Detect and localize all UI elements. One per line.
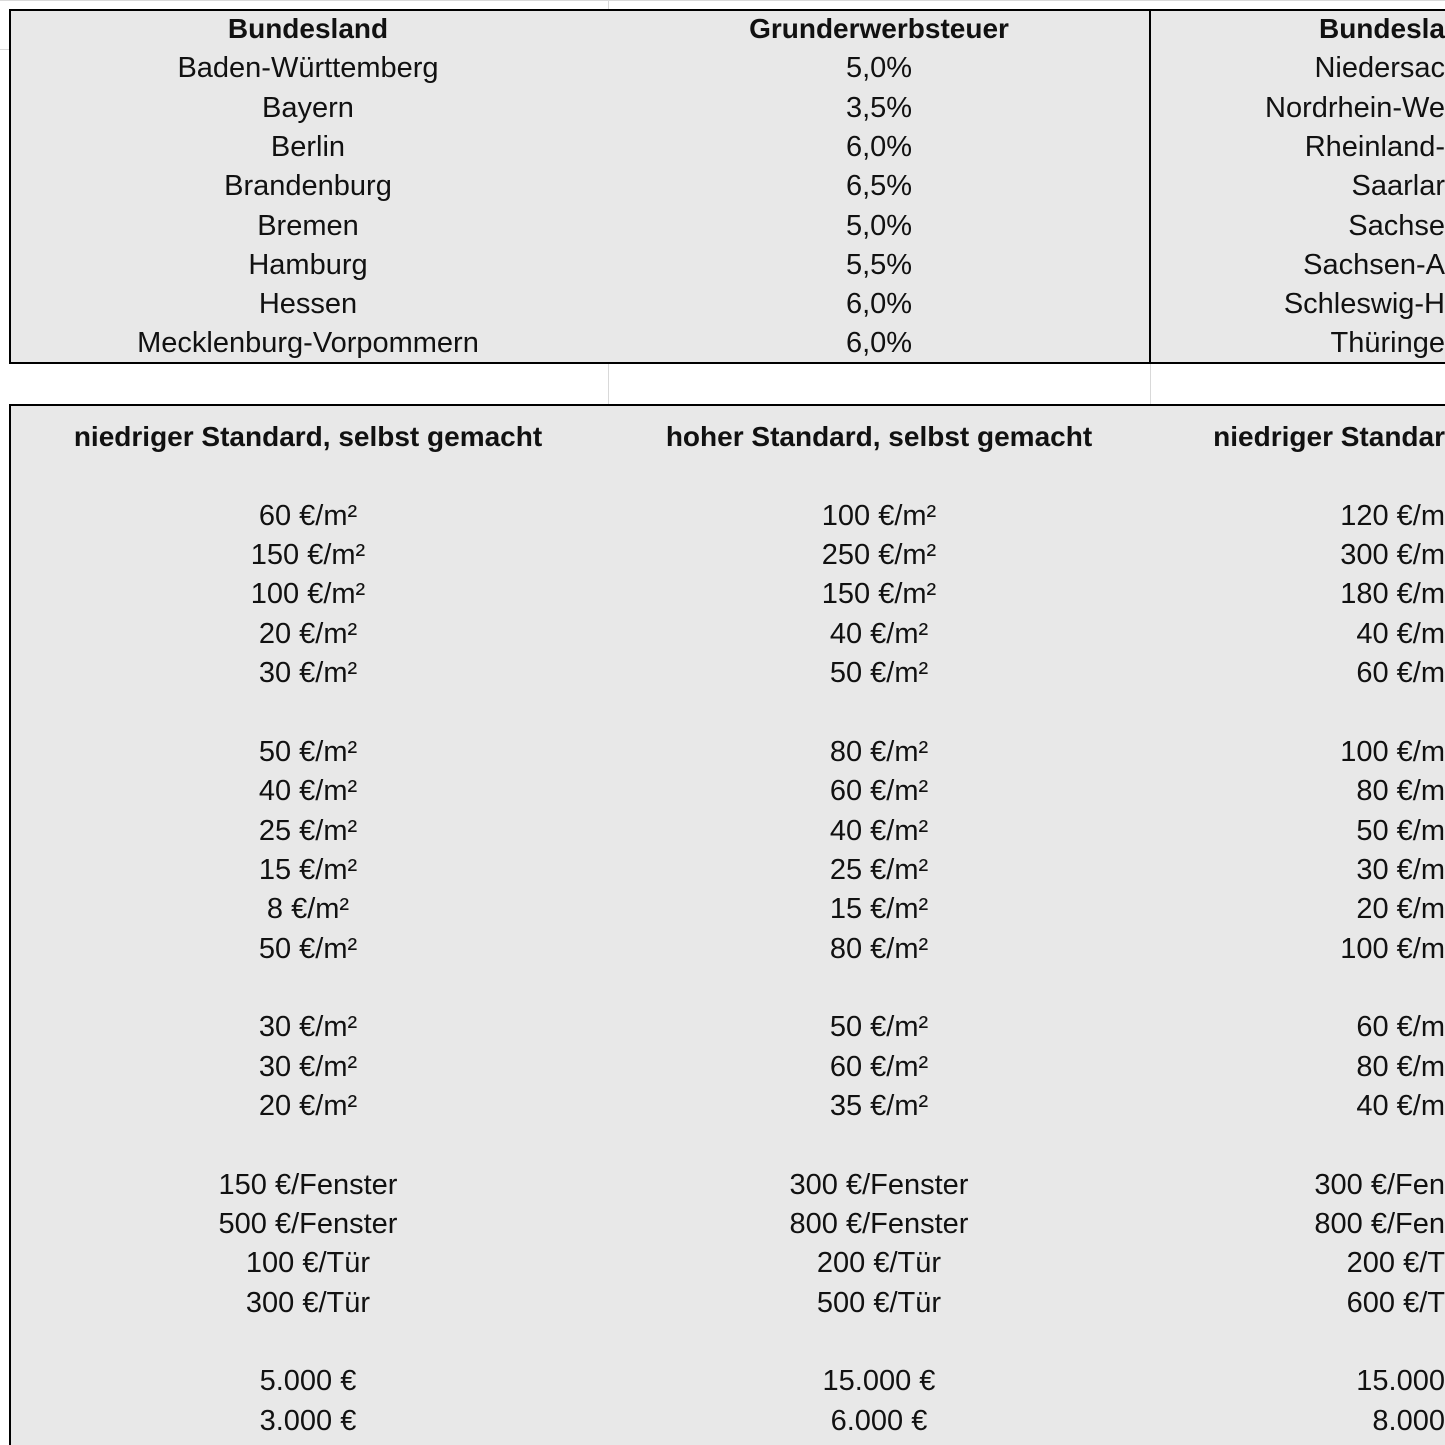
cell: 5,5% (845, 248, 913, 281)
cell: 200 €/T (1346, 1247, 1445, 1280)
cell: 300 €/Fenster (789, 1168, 969, 1201)
cell: Baden-Württemberg (177, 52, 439, 85)
cell: 6,0% (845, 288, 913, 321)
cell: 500 €/Tür (816, 1286, 942, 1319)
cell: 250 €/m² (821, 539, 937, 572)
cost-table (9, 404, 1445, 1445)
cell: 50 €/m² (258, 932, 358, 965)
column-divider (1149, 9, 1151, 364)
cell: 80 €/m² (829, 735, 929, 768)
cell: 60 €/m² (829, 775, 929, 808)
header-cell: Bundesla (1318, 13, 1445, 44)
cell: 50 €/m² (829, 657, 929, 690)
cell: 5.000 € (259, 1365, 357, 1398)
cell: 15.000 € (822, 1365, 936, 1398)
cell: 100 €/m² (821, 499, 937, 532)
cell: 120 €/m (1340, 499, 1445, 532)
cell: 60 €/m² (829, 1050, 929, 1083)
cell: 500 €/Fenster (218, 1208, 398, 1240)
cell: Schleswig-H (1283, 288, 1445, 321)
cell: 200 €/Tür (816, 1247, 942, 1280)
cell: 15 €/m² (258, 853, 358, 886)
cell: 60 €/m (1356, 657, 1445, 690)
cell: 6,0% (845, 327, 913, 360)
cell: 6,0% (845, 130, 913, 163)
cell: 300 €/Fen (1314, 1168, 1445, 1201)
cell: Sachsen-A (1303, 248, 1445, 281)
header-cell: hoher Standard, selbst gemacht (665, 421, 1093, 452)
cell: Hessen (258, 288, 358, 321)
cell: 150 €/m² (250, 539, 366, 572)
cell: 40 €/m² (258, 775, 358, 808)
cell: Hamburg (248, 248, 368, 281)
cell: 80 €/m (1356, 1050, 1445, 1083)
cell: Sachse (1348, 209, 1445, 242)
cell: 20 €/m² (258, 1089, 358, 1122)
cell: Bremen (257, 209, 359, 242)
cell: 15 €/m² (829, 893, 929, 926)
cell: 60 €/m (1356, 1011, 1445, 1044)
cell: Thüringe (1330, 327, 1445, 360)
cell: 150 €/m² (821, 578, 937, 611)
cell: Mecklenburg-Vorpommern (137, 327, 479, 360)
header-cell: Bundesland (227, 13, 389, 44)
cell: 40 €/m² (829, 814, 929, 847)
cell: 5,0% (845, 52, 913, 85)
grid-line (0, 49, 9, 50)
cell: Bayern (262, 91, 354, 124)
cell: 3.000 € (259, 1404, 357, 1437)
cell: 20 €/m (1356, 893, 1445, 926)
tax-table (9, 9, 1445, 364)
cell: 8.000 (1372, 1404, 1445, 1437)
cell: Berlin (270, 130, 346, 163)
grid-line (0, 0, 1445, 1)
cell: 300 €/m (1340, 539, 1445, 572)
cell: 50 €/m² (258, 735, 358, 768)
cell: 8 €/m² (266, 893, 350, 926)
cell: 80 €/m² (829, 932, 929, 965)
cell: 100 €/Tür (245, 1247, 371, 1280)
cell: Rheinland- (1304, 130, 1445, 163)
cell: 80 €/m (1356, 775, 1445, 808)
cell: 40 €/m (1356, 617, 1445, 650)
cell: 50 €/m (1356, 814, 1445, 847)
cell: 5,0% (845, 209, 913, 242)
cell: Brandenburg (224, 170, 392, 203)
cell: 150 €/Fenster (218, 1168, 398, 1201)
header-cell: niedriger Standar (1213, 421, 1445, 452)
cell: 15.000 (1356, 1365, 1445, 1398)
cell: 30 €/m (1356, 853, 1445, 886)
cell: 25 €/m² (829, 853, 929, 886)
cell: 6,5% (845, 170, 913, 203)
cell: 40 €/m (1356, 1089, 1445, 1122)
cell: 30 €/m² (258, 1050, 358, 1083)
cell: 25 €/m² (258, 814, 358, 847)
cell: 180 €/m (1340, 578, 1445, 611)
cell: 30 €/m² (258, 1011, 358, 1044)
cell: Niedersac (1314, 52, 1445, 85)
cell: 800 €/Fenster (789, 1208, 969, 1240)
cell: 40 €/m² (829, 617, 929, 650)
cell: 50 €/m² (829, 1011, 929, 1044)
cell: 6.000 € (830, 1404, 928, 1437)
cell: 800 €/Fen (1314, 1208, 1445, 1240)
cell: 60 €/m² (258, 499, 358, 532)
cell: 100 €/m² (250, 578, 366, 611)
cell: 100 €/m (1340, 735, 1445, 768)
cell: 600 €/T (1346, 1286, 1445, 1319)
cell: 300 €/Tür (245, 1286, 371, 1319)
header-cell: niedriger Standard, selbst gemacht (73, 421, 543, 452)
cell: 100 €/m (1340, 932, 1445, 965)
header-cell: Grunderwerbsteuer (749, 13, 1009, 44)
cell: 30 €/m² (258, 657, 358, 690)
cell: 20 €/m² (258, 617, 358, 650)
cell: 3,5% (845, 91, 913, 124)
grid-line (1150, 363, 1151, 404)
cell: Saarlar (1351, 170, 1445, 203)
cell: Nordrhein-We (1265, 91, 1445, 124)
cell: 35 €/m² (829, 1089, 929, 1122)
